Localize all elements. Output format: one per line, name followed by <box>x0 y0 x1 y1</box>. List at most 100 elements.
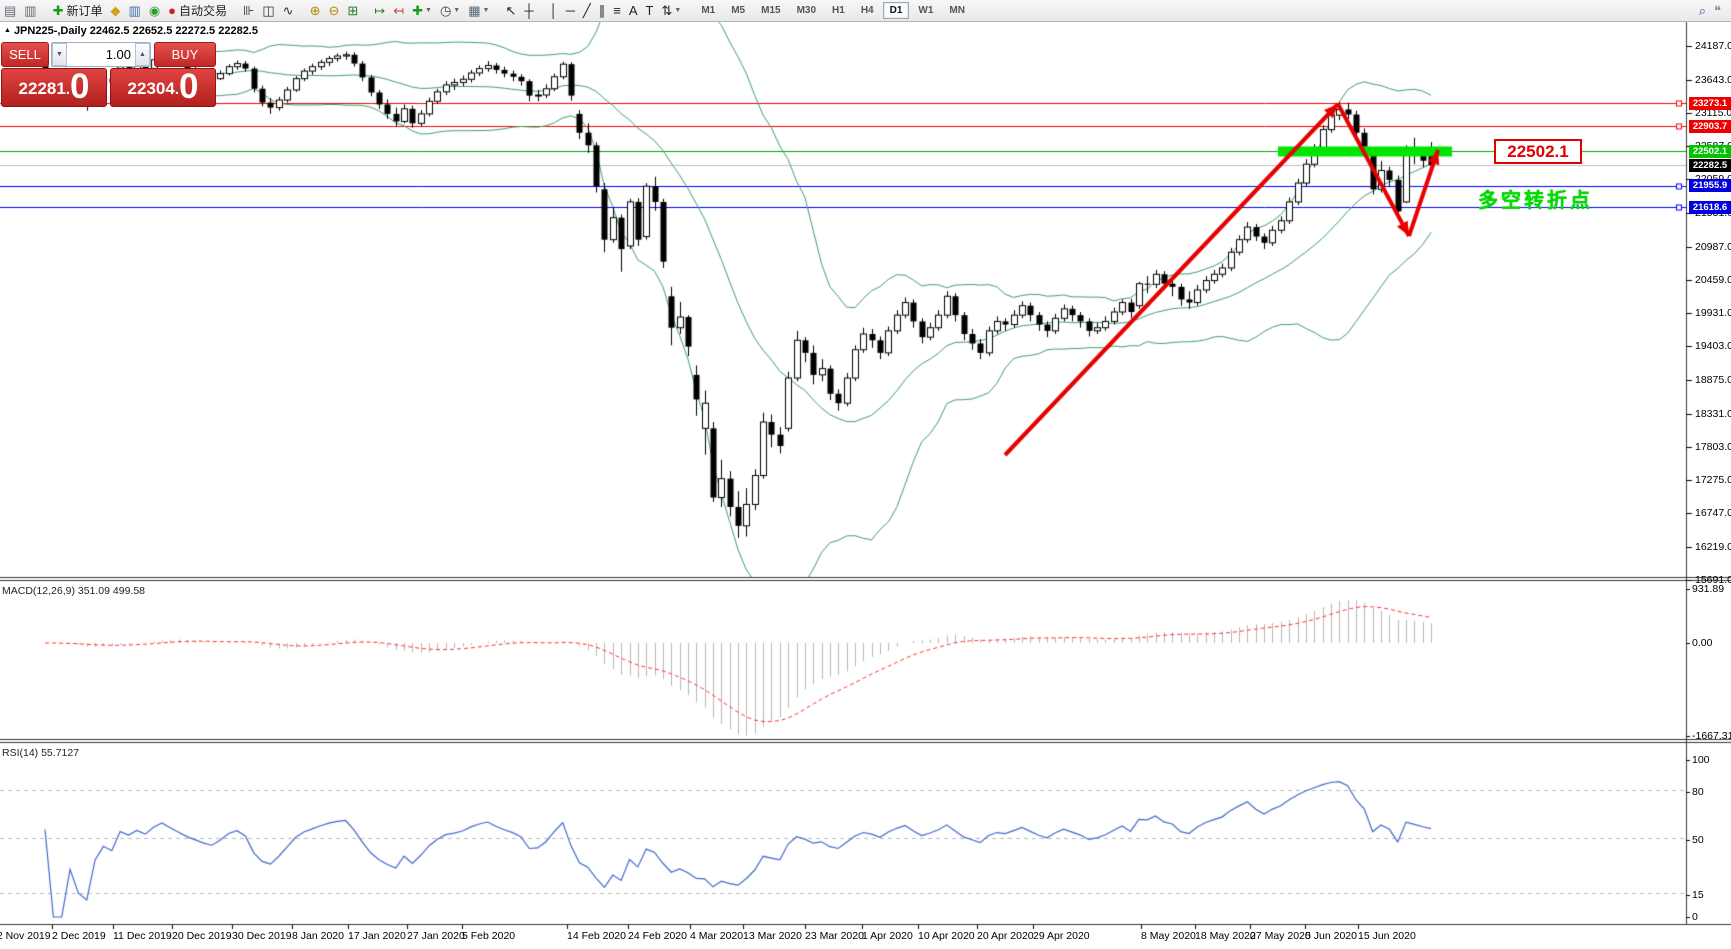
buy-price-button[interactable]: 22304. 0 <box>110 68 216 107</box>
tile-windows-icon: ⊞ <box>347 3 359 18</box>
bull-bear-turning-point-note[interactable]: 多空转折点 <box>1478 190 1593 212</box>
fibonacci-icon: ≡ <box>613 3 621 18</box>
sell-button[interactable]: SELL <box>1 42 49 67</box>
buy-price-pips: 0 <box>178 67 199 106</box>
timeframe-button-m15[interactable]: M15 <box>761 5 781 16</box>
timeframe-button-w1[interactable]: W1 <box>918 5 934 16</box>
signals-icon[interactable]: ◉ <box>146 1 163 20</box>
text-icon[interactable]: A <box>626 1 641 20</box>
price-tick-label: 18875.0 <box>1695 373 1731 386</box>
vertical-line-icon[interactable]: │ <box>547 1 561 20</box>
price-badge-black: 22282.5 <box>1689 158 1731 172</box>
periods-icon: ◷ <box>439 3 452 18</box>
macd-axis-label: -1667.31 <box>1692 730 1731 742</box>
crosshair-icon[interactable]: ┼ <box>521 1 536 20</box>
macd-axis-label: 931.89 <box>1692 583 1725 595</box>
trendline-icon: ╱ <box>582 3 591 18</box>
main-toolbar: ▤ ▥ ✚ 新订单 ◆ ▥ ◉ ● 自动交易 ⊪ ◫ ∿ ⊕ ⊖ ⊞ ↦ ↤ ✚ ▼ ◷ ▼ ▦ ▼ ↖ ┼ │ ─ ╱ ∥ ≡ A T ⇅ ▼ … <box>0 0 1731 22</box>
price-badge-blue: 21955.9 <box>1689 179 1731 193</box>
auto-scroll-icon[interactable]: ↦ <box>371 1 388 20</box>
timeframe-button-m1[interactable]: M1 <box>701 5 716 16</box>
rsi-axis-label: 100 <box>1692 754 1710 766</box>
price-badge-red: 23273.1 <box>1689 96 1731 110</box>
toolbar-icons: ▤ ▥ ✚ 新订单 ◆ ▥ ◉ ● 自动交易 ⊪ ◫ ∿ ⊕ ⊖ ⊞ ↦ ↤ ✚ ▼ ◷ ▼ ▦ ▼ ↖ ┼ │ ─ ╱ ∥ ≡ A T ⇅ ▼ <box>0 1 693 20</box>
horizontal-line-icon[interactable]: ─ <box>563 1 578 20</box>
date-axis-label: 2 Dec 2019 <box>52 930 106 942</box>
metaeditor-icon[interactable]: ◆ <box>108 1 124 20</box>
chevron-down-icon[interactable]: ▼ <box>482 7 490 14</box>
channel-icon: ∥ <box>598 3 606 18</box>
date-axis-label: 10 Apr 2020 <box>918 930 975 942</box>
cursor-icon[interactable]: ↖ <box>502 1 519 20</box>
line-chart-type-icon[interactable]: ∿ <box>280 1 297 20</box>
date-axis-label: 20 Apr 2020 <box>977 930 1034 942</box>
chart-symbol-period: JPN225-,Daily <box>13 25 87 37</box>
sell-price-button[interactable]: 22281. 0 <box>1 68 107 107</box>
price-callout-label[interactable]: 22502.1 <box>1494 139 1582 164</box>
fibonacci-icon[interactable]: ≡ <box>610 1 624 20</box>
signals-icon: ◉ <box>148 3 161 18</box>
bar-chart-type-icon[interactable]: ⊪ <box>240 1 257 20</box>
volume-decrease-button[interactable]: ▼ <box>52 43 67 66</box>
chart-shift-icon[interactable]: ↤ <box>390 1 407 20</box>
arrows-icon[interactable]: ⇅ ▼ <box>658 1 684 20</box>
timeframe-button-m5[interactable]: M5 <box>731 5 746 16</box>
terminal-icon[interactable]: ▥ <box>126 1 144 20</box>
date-axis-label: 22 Nov 2019 <box>0 930 51 942</box>
crosshair-icon: ┼ <box>524 3 534 18</box>
timeframe-button-d1[interactable]: D1 <box>882 2 910 19</box>
date-axis-label: 8 May 2020 <box>1141 930 1196 942</box>
cursor-icon: ↖ <box>505 3 517 18</box>
channel-icon[interactable]: ∥ <box>596 1 609 20</box>
date-axis-label: 27 Jan 2020 <box>407 930 465 942</box>
templates-icon[interactable]: ▦ ▼ <box>465 1 492 20</box>
price-badge-blue: 21618.6 <box>1689 200 1731 214</box>
date-axis-label: 8 Jan 2020 <box>292 930 344 942</box>
chevron-down-icon[interactable]: ▼ <box>453 7 461 14</box>
new-order-icon: ✚ <box>52 3 64 18</box>
new-chart-icon[interactable]: ▤ <box>1 1 19 20</box>
timeframe-button-mn[interactable]: MN <box>949 5 965 16</box>
horizontal-line-icon: ─ <box>565 3 575 18</box>
collapse-arrow-icon[interactable]: ▲ <box>4 27 11 34</box>
rsi-axis-label: 15 <box>1692 889 1704 901</box>
autotrading-icon[interactable]: ● 自动交易 <box>165 1 230 20</box>
chevron-down-icon[interactable]: ▼ <box>674 7 682 14</box>
chevron-down-icon[interactable]: ▼ <box>425 7 432 14</box>
price-tick-label: 17803.0 <box>1695 441 1731 454</box>
candlestick-type-icon[interactable]: ◫ <box>259 1 277 20</box>
sell-price-dot: . <box>65 81 70 98</box>
search-icon[interactable]: ⌕ <box>1696 1 1709 20</box>
timeframe-button-h1[interactable]: H1 <box>832 5 845 16</box>
indicators-icon[interactable]: ✚ ▼ <box>409 1 435 20</box>
volume-input[interactable]: 1.00 <box>105 47 131 62</box>
date-axis-label: 17 Jan 2020 <box>348 930 406 942</box>
price-tick-label: 23643.0 <box>1695 73 1731 86</box>
price-tick-label: 17275.0 <box>1695 474 1731 487</box>
sell-price-pips: 0 <box>69 67 90 106</box>
tile-windows-icon[interactable]: ⊞ <box>344 1 361 20</box>
zoom-in-icon: ⊕ <box>309 3 321 18</box>
volume-control: ▼ 1.00 ▲ <box>51 42 151 67</box>
chart-shift-icon: ↤ <box>393 3 405 18</box>
trendline-icon[interactable]: ╱ <box>580 1 594 20</box>
buy-button[interactable]: BUY <box>154 42 216 67</box>
zoom-in-icon[interactable]: ⊕ <box>307 1 324 20</box>
profiles-icon[interactable]: ▥ <box>21 1 39 20</box>
chat-icon[interactable]: ❝ <box>1711 1 1724 20</box>
new-order-icon[interactable]: ✚ 新订单 <box>50 1 106 20</box>
price-tick-label: 23115.0 <box>1695 106 1731 119</box>
timeframe-button-m30[interactable]: M30 <box>796 5 817 16</box>
timeframe-button-h4[interactable]: H4 <box>860 5 874 16</box>
date-axis-label: 23 Mar 2020 <box>805 930 864 942</box>
buy-price-main: 22304 <box>127 79 175 98</box>
date-axis-label: 24 Feb 2020 <box>628 930 687 942</box>
chat-icon: ❝ <box>1714 3 1721 18</box>
volume-increase-button[interactable]: ▲ <box>135 43 150 66</box>
label-icon[interactable]: T <box>643 1 657 20</box>
new-order-icon-label: 新订单 <box>66 4 103 18</box>
zoom-out-icon[interactable]: ⊖ <box>325 1 342 20</box>
periods-icon[interactable]: ◷ ▼ <box>437 1 463 20</box>
candlestick-type-icon: ◫ <box>262 3 275 18</box>
